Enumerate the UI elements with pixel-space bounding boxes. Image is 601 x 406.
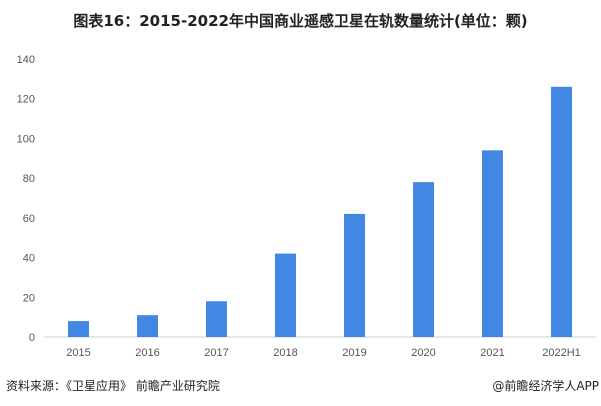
y-tick-label: 60 [23,213,35,225]
y-tick-label: 140 [17,54,35,66]
bar-2022H1 [551,86,572,337]
bar-2019 [344,213,365,337]
x-tick-label: 2015 [66,347,90,359]
x-tick-label: 2019 [342,347,366,359]
x-tick-label: 2018 [273,347,297,359]
bar-2018 [275,253,296,337]
y-tick-label: 0 [29,332,35,344]
y-tick-label: 40 [23,253,35,265]
x-tick-label: 2016 [135,347,159,359]
bar-2021 [482,150,503,337]
y-tick-label: 20 [23,292,35,304]
y-tick-label: 100 [17,133,35,145]
brand-credit: @前瞻经济学人APP [492,379,599,393]
x-tick-label: 2017 [204,347,228,359]
x-tick-label: 2022H1 [542,347,581,359]
y-tick-label: 80 [23,173,35,185]
x-tick-label: 2021 [480,347,504,359]
bar-2020 [413,182,434,337]
bar-2017 [206,301,227,337]
bar-2015 [68,321,89,337]
y-tick-label: 120 [17,94,35,106]
bar-2016 [137,315,158,337]
chart-title: 图表16：2015-2022年中国商业遥感卫星在轨数量统计(单位：颗) [73,12,528,30]
x-tick-label: 2020 [411,347,435,359]
source-note: 资料来源：《卫星应用》 前瞻产业研究院 [6,379,220,393]
